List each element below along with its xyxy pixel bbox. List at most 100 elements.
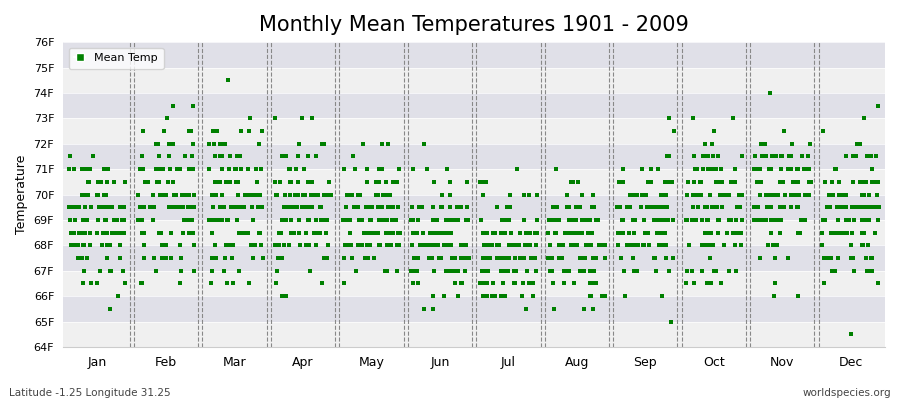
Point [407,230,421,236]
Point [614,255,628,261]
Point [641,230,655,236]
Point [372,179,386,185]
Point [587,280,601,287]
Point [76,280,90,287]
Point [660,153,674,160]
Point [437,242,452,248]
Point [657,204,671,210]
Point [338,166,352,172]
Point [205,191,220,198]
Point [760,191,774,198]
Point [372,217,386,223]
Point [657,230,671,236]
Point [338,242,353,248]
Point [552,217,566,223]
Point [686,115,700,122]
Point [520,242,535,248]
Point [518,191,532,198]
Point [626,255,640,261]
Point [430,242,445,248]
Point [870,217,885,223]
Point [67,166,81,172]
Point [870,280,885,287]
Point [784,166,798,172]
Point [612,204,626,210]
Point [764,217,778,223]
Point [552,242,566,248]
Point [662,179,676,185]
Point [356,140,370,147]
Point [474,268,489,274]
Point [837,230,851,236]
Point [490,204,504,210]
Point [302,217,316,223]
Point [208,153,222,160]
Point [573,268,588,274]
Point [529,191,544,198]
Point [485,242,500,248]
Point [709,166,724,172]
Point [94,204,109,210]
Point [100,255,114,261]
Point [298,191,312,198]
Point [185,102,200,109]
Point [305,115,320,122]
Point [307,230,321,236]
Point [410,280,425,287]
Point [343,242,357,248]
Point [140,179,155,185]
Point [100,242,114,248]
Title: Monthly Mean Temperatures 1901 - 2009: Monthly Mean Temperatures 1901 - 2009 [259,15,689,35]
Point [552,255,566,261]
Point [665,217,680,223]
Point [747,204,761,210]
Point [98,191,112,198]
Point [426,217,440,223]
Point [176,204,191,210]
Point [78,230,93,236]
Point [363,242,377,248]
Point [317,191,331,198]
Point [444,230,458,236]
Point [528,242,543,248]
Point [135,153,149,160]
Point [297,166,311,172]
Point [760,204,774,210]
Point [279,217,293,223]
Point [203,280,218,287]
Point [392,166,406,172]
Point [427,293,441,299]
Point [519,306,534,312]
Point [750,204,764,210]
Point [855,179,869,185]
Point [833,204,848,210]
Point [706,153,720,160]
Point [714,191,728,198]
Point [763,191,778,198]
Point [610,230,625,236]
Point [479,179,493,185]
Point [187,242,202,248]
Point [77,191,92,198]
Point [98,217,112,223]
Point [776,204,790,210]
Point [834,204,849,210]
Point [295,191,310,198]
Point [701,153,716,160]
Point [314,204,328,210]
Point [760,242,775,248]
Point [473,280,488,287]
Point [206,191,220,198]
Point [504,242,518,248]
Point [436,230,451,236]
Point [865,179,879,185]
Point [351,191,365,198]
Point [302,242,316,248]
Point [441,217,455,223]
Point [438,268,453,274]
Point [226,280,240,287]
Point [837,230,851,236]
Point [250,204,265,210]
Point [791,191,806,198]
Point [185,166,200,172]
